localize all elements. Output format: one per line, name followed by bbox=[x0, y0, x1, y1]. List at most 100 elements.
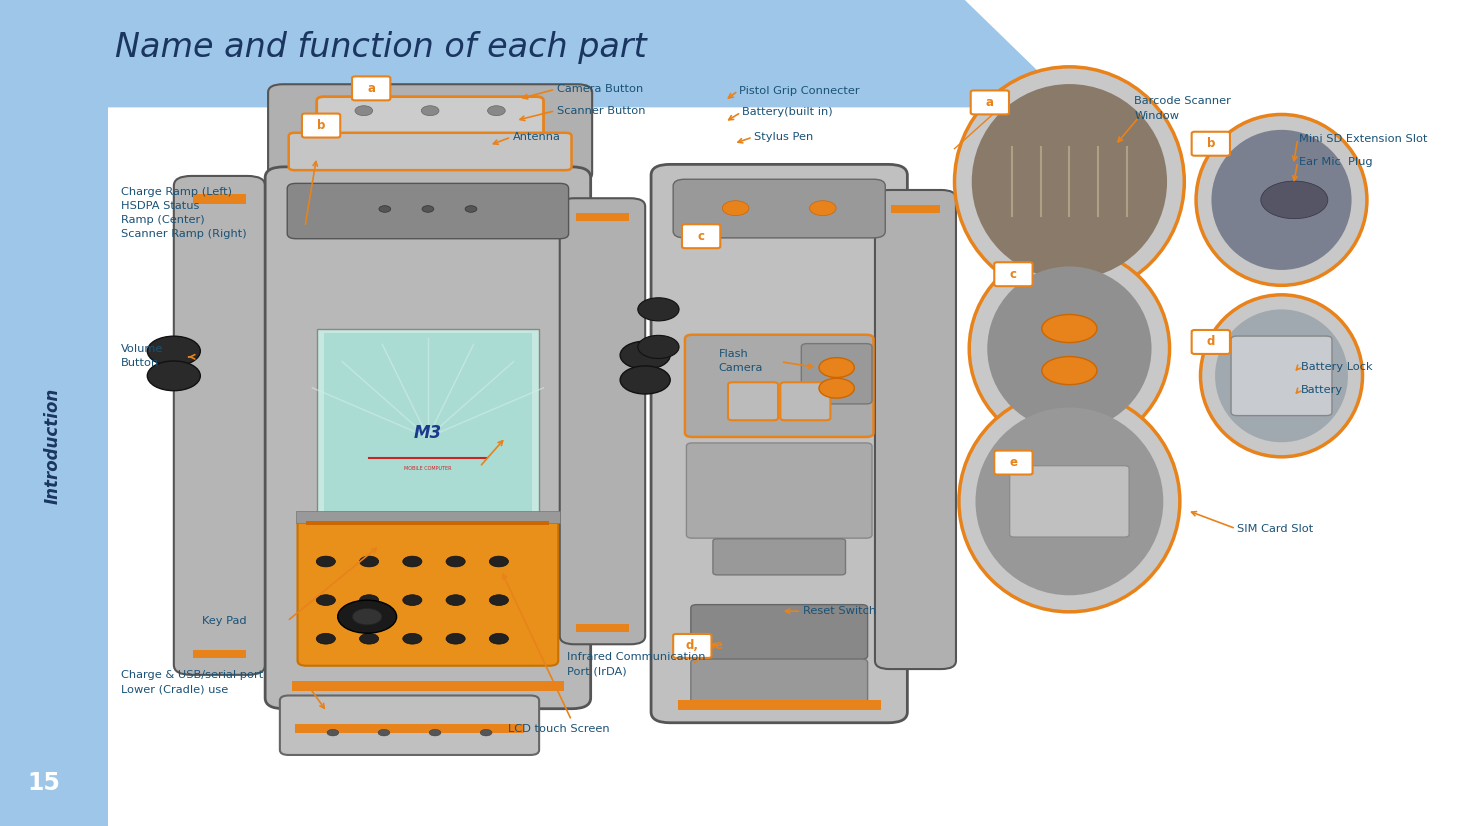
Text: Mini SD Extension Slot: Mini SD Extension Slot bbox=[1299, 134, 1427, 144]
Circle shape bbox=[446, 634, 465, 644]
Circle shape bbox=[638, 298, 679, 320]
Circle shape bbox=[337, 601, 396, 634]
Text: b: b bbox=[317, 119, 326, 132]
Ellipse shape bbox=[1041, 357, 1097, 385]
Text: Port (IrDA): Port (IrDA) bbox=[567, 667, 626, 676]
Circle shape bbox=[359, 634, 379, 644]
Circle shape bbox=[317, 634, 336, 644]
FancyBboxPatch shape bbox=[287, 183, 569, 239]
Ellipse shape bbox=[972, 84, 1167, 279]
Text: SIM Card Slot: SIM Card Slot bbox=[1237, 524, 1314, 534]
Circle shape bbox=[421, 106, 439, 116]
Circle shape bbox=[480, 729, 492, 736]
Text: b: b bbox=[1206, 137, 1215, 150]
Bar bbox=[193, 194, 246, 204]
Text: Scanner Ramp (Right): Scanner Ramp (Right) bbox=[121, 229, 246, 239]
Bar bbox=[317, 329, 539, 526]
FancyBboxPatch shape bbox=[1192, 131, 1230, 155]
FancyBboxPatch shape bbox=[781, 382, 831, 420]
Circle shape bbox=[359, 595, 379, 605]
Ellipse shape bbox=[955, 67, 1184, 297]
Text: Battery Lock: Battery Lock bbox=[1301, 362, 1373, 372]
FancyBboxPatch shape bbox=[713, 539, 846, 575]
Circle shape bbox=[638, 335, 679, 358]
Bar bbox=[306, 521, 549, 525]
Ellipse shape bbox=[1196, 115, 1367, 285]
Circle shape bbox=[620, 341, 670, 369]
Circle shape bbox=[722, 201, 748, 216]
Circle shape bbox=[446, 595, 465, 605]
Text: e: e bbox=[714, 639, 722, 653]
Text: Camera: Camera bbox=[719, 363, 763, 373]
Circle shape bbox=[352, 609, 382, 625]
Text: Barcode Scanner: Barcode Scanner bbox=[1134, 96, 1231, 106]
FancyBboxPatch shape bbox=[801, 344, 872, 404]
Bar bbox=[324, 333, 532, 522]
Circle shape bbox=[620, 366, 670, 394]
FancyBboxPatch shape bbox=[971, 90, 1009, 114]
Text: Flash: Flash bbox=[719, 349, 748, 358]
Ellipse shape bbox=[959, 391, 1180, 612]
FancyBboxPatch shape bbox=[875, 190, 956, 669]
FancyBboxPatch shape bbox=[352, 76, 390, 100]
Circle shape bbox=[819, 378, 854, 398]
Text: a: a bbox=[367, 82, 376, 95]
Circle shape bbox=[489, 556, 508, 567]
FancyBboxPatch shape bbox=[728, 382, 778, 420]
Text: LCD touch Screen: LCD touch Screen bbox=[508, 724, 610, 733]
Ellipse shape bbox=[1200, 295, 1363, 457]
Text: M3: M3 bbox=[414, 424, 442, 442]
FancyBboxPatch shape bbox=[1192, 330, 1230, 354]
FancyBboxPatch shape bbox=[691, 659, 868, 707]
Text: Ramp (Center): Ramp (Center) bbox=[121, 215, 205, 225]
Circle shape bbox=[421, 206, 433, 212]
FancyBboxPatch shape bbox=[686, 443, 872, 539]
Text: d: d bbox=[1206, 335, 1215, 349]
Text: Infrared Communication: Infrared Communication bbox=[567, 652, 706, 662]
FancyBboxPatch shape bbox=[691, 605, 868, 659]
Ellipse shape bbox=[1211, 130, 1352, 270]
Circle shape bbox=[402, 634, 421, 644]
Text: Charge & USB/serial port: Charge & USB/serial port bbox=[121, 670, 264, 680]
FancyBboxPatch shape bbox=[651, 164, 907, 723]
Text: Window: Window bbox=[1134, 111, 1180, 121]
Text: c: c bbox=[698, 230, 704, 243]
Bar bbox=[292, 681, 564, 691]
FancyBboxPatch shape bbox=[1231, 336, 1332, 415]
FancyBboxPatch shape bbox=[994, 262, 1033, 286]
Ellipse shape bbox=[975, 407, 1164, 596]
FancyBboxPatch shape bbox=[265, 167, 591, 709]
Text: Volume: Volume bbox=[121, 344, 164, 354]
FancyBboxPatch shape bbox=[994, 450, 1033, 474]
Circle shape bbox=[359, 556, 379, 567]
FancyBboxPatch shape bbox=[302, 113, 340, 137]
Circle shape bbox=[446, 556, 465, 567]
FancyBboxPatch shape bbox=[298, 518, 558, 666]
FancyBboxPatch shape bbox=[289, 133, 572, 170]
Text: e: e bbox=[1009, 456, 1018, 469]
Text: Ear Mic  Plug: Ear Mic Plug bbox=[1299, 157, 1373, 167]
Text: Key Pad: Key Pad bbox=[202, 616, 246, 626]
FancyBboxPatch shape bbox=[174, 176, 265, 675]
Ellipse shape bbox=[1041, 315, 1097, 343]
Ellipse shape bbox=[987, 267, 1152, 430]
Circle shape bbox=[819, 358, 854, 377]
Text: a: a bbox=[985, 96, 994, 109]
Text: Introduction: Introduction bbox=[44, 388, 62, 504]
Circle shape bbox=[489, 634, 508, 644]
Text: Button: Button bbox=[121, 358, 159, 368]
Bar bbox=[295, 724, 524, 733]
Circle shape bbox=[379, 729, 390, 736]
Bar bbox=[576, 624, 629, 632]
Text: Lower (Cradle) use: Lower (Cradle) use bbox=[121, 685, 228, 695]
Circle shape bbox=[810, 201, 837, 216]
Polygon shape bbox=[0, 0, 1075, 107]
Text: Scanner Button: Scanner Button bbox=[557, 106, 645, 116]
Ellipse shape bbox=[969, 249, 1170, 449]
Polygon shape bbox=[0, 0, 108, 826]
FancyBboxPatch shape bbox=[1010, 466, 1128, 537]
FancyBboxPatch shape bbox=[685, 335, 873, 437]
Text: Reset Switch: Reset Switch bbox=[803, 606, 876, 616]
Circle shape bbox=[488, 106, 505, 116]
Ellipse shape bbox=[1215, 310, 1348, 442]
